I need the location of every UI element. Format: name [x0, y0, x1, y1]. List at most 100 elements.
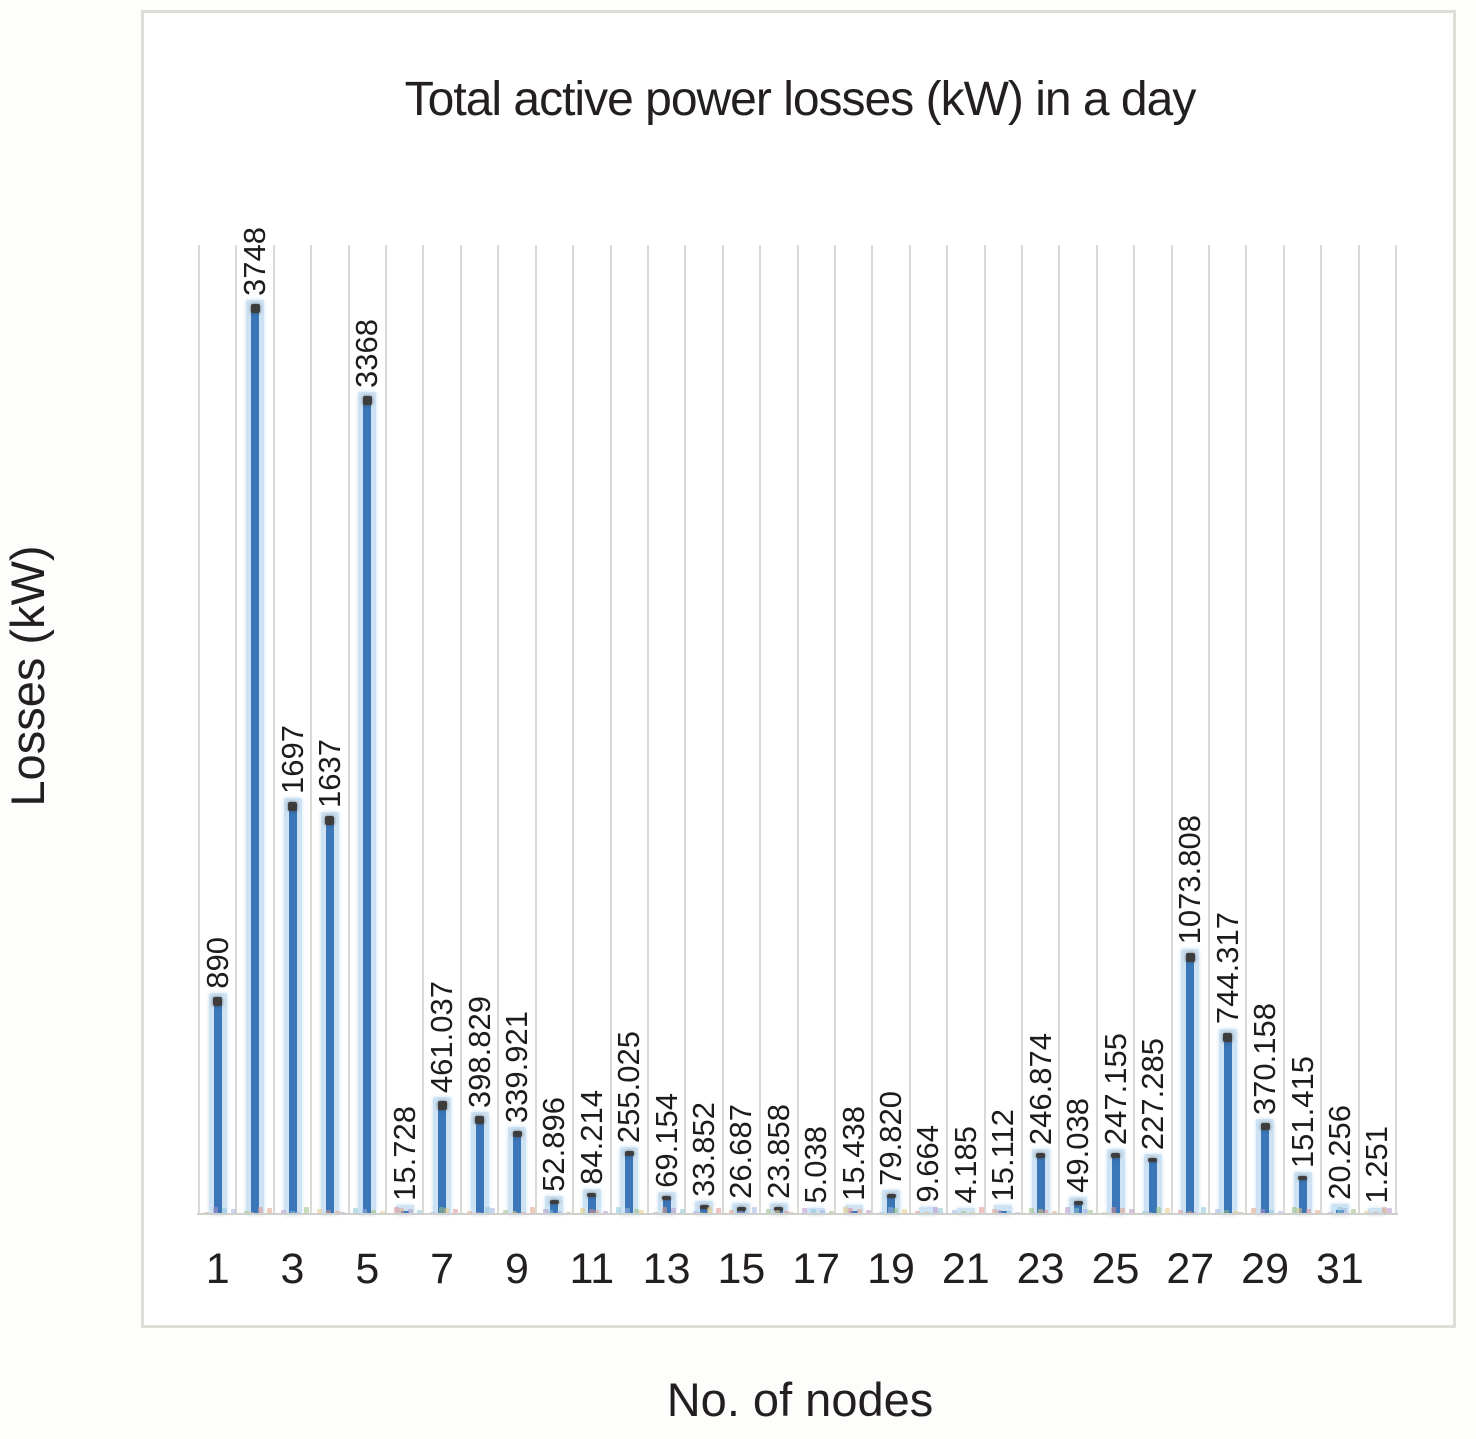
baseline-artifact [938, 1208, 944, 1215]
gridline [272, 245, 275, 1215]
y-axis-title: Losses (kW) [1, 545, 54, 807]
bar-data-label: 1697 [274, 724, 310, 794]
gridline [796, 245, 799, 1215]
baseline-artifact [1314, 1210, 1320, 1215]
x-tick-row: 1 3 5 7 9 11 13 15 17 19 21 23 25 27 29 31 [199, 1240, 1396, 1292]
x-tick-label: 5 [355, 1245, 380, 1293]
gridline [1133, 245, 1136, 1215]
plot-area: 890 3748 1697 1637 3368 15.728 461.037 398.829 3… [198, 227, 1397, 1215]
baseline-artifact [625, 1208, 631, 1215]
bar-data-label: 4.185 [947, 1126, 983, 1204]
baseline-artifact [1291, 1207, 1297, 1215]
bar-data-label: 69.154 [648, 1093, 684, 1189]
baseline-artifact [1088, 1210, 1093, 1215]
baseline-artifact [847, 1208, 853, 1215]
baseline-artifact [1382, 1207, 1388, 1215]
bar-data-label: 890 [199, 937, 235, 990]
bar [1223, 1034, 1232, 1215]
baseline-artifact [639, 1210, 645, 1215]
baseline-artifact [1128, 1209, 1134, 1215]
baseline-artifact [1178, 1210, 1184, 1215]
gridline [871, 245, 874, 1215]
baseline-artifact [548, 1210, 554, 1215]
x-tick-label: 27 [1166, 1245, 1215, 1293]
bar-data-label: 79.820 [873, 1090, 908, 1186]
bar-tip [288, 801, 297, 811]
baseline-artifact [453, 1209, 459, 1215]
gridline [1320, 245, 1323, 1215]
bar-halo [807, 1207, 826, 1215]
baseline-artifact [661, 1207, 667, 1215]
gridline [572, 245, 575, 1215]
gridline [759, 245, 762, 1215]
gridline [1208, 245, 1210, 1215]
baseline-artifact [1296, 1208, 1302, 1215]
bar [1298, 1178, 1307, 1215]
bar-data-label: 151.415 [1284, 1056, 1320, 1169]
x-tick-label: 23 [1016, 1245, 1065, 1293]
baseline-artifact [316, 1209, 322, 1215]
x-axis-baseline [197, 1213, 1398, 1215]
baseline-artifact [670, 1208, 676, 1215]
x-tick-label: 11 [569, 1245, 615, 1293]
bar-data-label: 370.158 [1247, 1003, 1283, 1116]
baseline-artifact [416, 1210, 422, 1215]
bar-tip [362, 396, 372, 406]
bar [438, 1103, 447, 1215]
baseline-artifact [1260, 1209, 1266, 1215]
baseline-artifact [951, 1210, 957, 1215]
bar-tip [1185, 952, 1195, 962]
baseline-artifact [579, 1208, 585, 1215]
bar [325, 818, 334, 1215]
baseline-artifact [393, 1207, 399, 1215]
baseline-artifact [258, 1207, 264, 1215]
bar-data-label: 15.728 [386, 1106, 422, 1202]
baseline-artifact [774, 1210, 780, 1215]
baseline-artifact [1074, 1208, 1079, 1215]
baseline-artifact [1350, 1209, 1356, 1215]
bar-tip [1111, 1153, 1120, 1158]
x-tick-label: 1 [205, 1245, 230, 1293]
baseline-artifact [530, 1207, 535, 1215]
bar [587, 1194, 596, 1215]
baseline-artifact [1305, 1209, 1311, 1215]
baseline-artifact [593, 1210, 599, 1215]
baseline-artifact [407, 1209, 413, 1215]
baseline-artifact [543, 1209, 549, 1215]
bar-tip [1148, 1157, 1158, 1163]
gridline [721, 245, 724, 1215]
gridline [946, 245, 949, 1215]
bar-data-label: 49.038 [1060, 1098, 1095, 1194]
baseline-artifact [489, 1208, 495, 1215]
bar-tip [886, 1193, 896, 1198]
gridline [833, 245, 836, 1215]
bar-tip [736, 1206, 746, 1211]
bar-data-label: 744.317 [1209, 912, 1245, 1025]
x-tick-label: 15 [717, 1245, 766, 1293]
bar-data-label: 15.112 [985, 1108, 1021, 1202]
x-tick-label: 21 [941, 1245, 990, 1293]
baseline-artifact [588, 1209, 594, 1215]
gridline [459, 245, 462, 1215]
x-tick-label: 17 [792, 1245, 841, 1293]
bar-data-label: 227.285 [1134, 1037, 1170, 1150]
bar-tip [1223, 1032, 1233, 1042]
baseline-artifact [503, 1210, 508, 1215]
gridline [310, 245, 313, 1215]
bar-tip [1260, 1123, 1270, 1131]
x-tick-label: 9 [505, 1245, 529, 1293]
gridline [1395, 245, 1397, 1215]
bar [1186, 954, 1195, 1215]
bar [550, 1202, 559, 1215]
baseline-artifact [1341, 1208, 1347, 1215]
baseline-artifact [1336, 1207, 1342, 1215]
bar-data-label: 23.858 [760, 1104, 796, 1200]
baseline-artifact [212, 1207, 218, 1215]
bar [251, 306, 260, 1215]
baseline-artifact [371, 1210, 377, 1215]
bar-tip [699, 1204, 709, 1209]
baseline-artifact [1037, 1209, 1043, 1215]
bar-halo [956, 1208, 975, 1215]
bar-tip [1298, 1176, 1307, 1181]
